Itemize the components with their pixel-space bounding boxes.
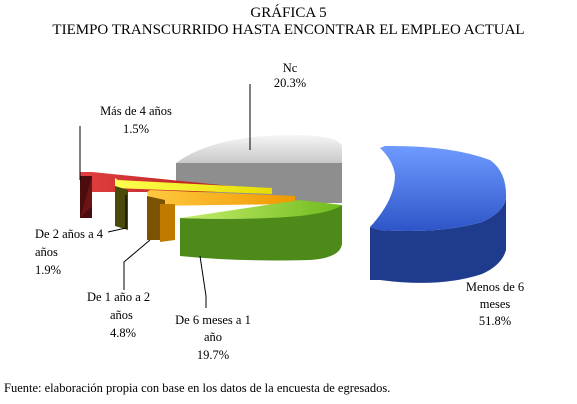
label-menos-de-6-line1: Menos de 6	[466, 280, 524, 294]
leader-de-6-a-1	[199, 255, 207, 308]
value-de-1-a-2: 4.8%	[110, 326, 136, 340]
value-menos-de-6: 51.8%	[479, 314, 511, 328]
label-de-2-a-4-line2: años	[35, 245, 58, 259]
source-note: Fuente: elaboración propia con base en l…	[4, 381, 391, 395]
label-de-6-a-1-line2: año	[204, 330, 222, 344]
label-nc: Nc	[283, 61, 298, 75]
value-de-6-a-1: 19.7%	[197, 348, 229, 362]
label-de-6-a-1-line1: De 6 meses a 1	[175, 313, 251, 327]
slice-menos-de-6-meses	[370, 145, 507, 283]
label-de-1-a-2-line2: años	[110, 308, 133, 322]
value-nc: 20.3%	[274, 76, 306, 90]
label-de-2-a-4-line1: De 2 años a 4	[35, 227, 104, 241]
slice-de-6-meses-a-1-ano	[180, 200, 342, 261]
label-de-1-a-2-line1: De 1 año a 2	[87, 290, 150, 304]
label-menos-de-6-line2: meses	[480, 297, 511, 311]
chart-title: GRÁFICA 5	[250, 5, 327, 21]
data-labels: Nc 20.3% Más de 4 años 1.5% De 2 años a …	[35, 61, 524, 362]
leader-lines	[79, 84, 251, 308]
chart-subtitle: TIEMPO TRANSCURRIDO HASTA ENCONTRAR EL E…	[52, 22, 525, 38]
slice-de-1-a-2-anos	[147, 190, 295, 242]
label-mas-de-4-anos: Más de 4 años	[100, 104, 172, 118]
slice-de-2-a-4-anos	[115, 178, 272, 230]
value-mas-de-4-anos: 1.5%	[123, 122, 149, 136]
leader-de-2-a-4	[107, 195, 127, 233]
leader-de-1-a-2	[123, 239, 151, 290]
value-de-2-a-4: 1.9%	[35, 263, 61, 277]
